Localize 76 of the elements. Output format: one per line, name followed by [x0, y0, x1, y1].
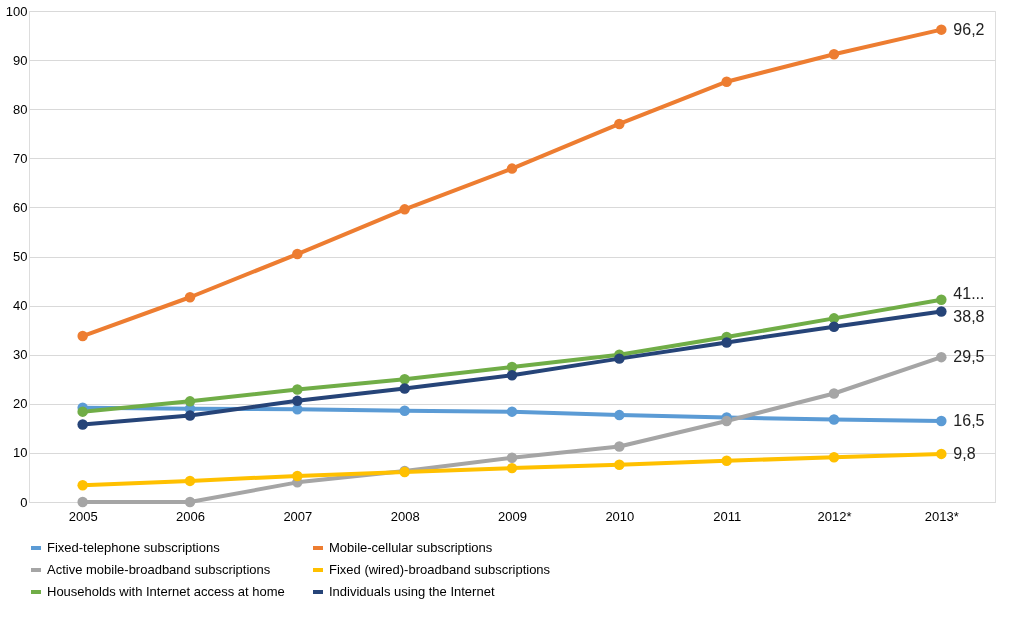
- data-label: 9,8: [953, 444, 976, 462]
- point: [77, 419, 88, 430]
- point: [77, 496, 88, 508]
- point: [184, 396, 196, 407]
- point: [721, 76, 732, 87]
- x-tick-label: 2006: [176, 508, 205, 524]
- point: [506, 452, 518, 464]
- point: [936, 415, 947, 427]
- y-tick-label: 0: [20, 494, 28, 510]
- point: [77, 406, 88, 417]
- point: [936, 306, 947, 317]
- point: [614, 459, 625, 470]
- x-tick-label: 2005: [68, 508, 98, 524]
- point: [936, 448, 947, 460]
- point: [828, 452, 840, 463]
- y-tick-label: 10: [13, 445, 28, 461]
- point: [828, 321, 840, 332]
- y-tick-label: 80: [13, 101, 28, 117]
- point: [399, 383, 410, 394]
- point: [292, 384, 303, 395]
- y-tick-label: 70: [13, 150, 28, 166]
- point: [721, 337, 732, 348]
- point: [506, 361, 518, 373]
- point: [292, 248, 303, 260]
- point: [399, 374, 410, 385]
- y-tick-label: 20: [13, 396, 28, 412]
- point: [721, 455, 732, 466]
- legend-label: Fixed-telephone subscriptions: [47, 540, 221, 555]
- legend-label: Mobile-cellular subscriptions: [329, 540, 493, 555]
- x-tick-label: 2012*: [817, 508, 852, 524]
- data-label: 29,5: [953, 348, 985, 366]
- point: [828, 48, 840, 60]
- legend-label: Active mobile-broadband subscriptions: [47, 562, 271, 577]
- y-tick-label: 30: [13, 347, 28, 363]
- y-tick-label: 100: [5, 3, 28, 19]
- point: [936, 294, 947, 305]
- y-tick-label: 50: [13, 249, 28, 264]
- point: [614, 409, 625, 421]
- data-label: 38,8: [953, 308, 985, 326]
- x-tick-label: 2011: [713, 508, 742, 524]
- x-tick-label: 2009: [498, 508, 527, 524]
- point: [506, 163, 518, 174]
- point: [506, 406, 518, 417]
- point: [184, 410, 196, 421]
- point: [828, 388, 840, 399]
- point: [936, 351, 947, 363]
- legend-label: Individuals using the Internet: [329, 584, 495, 599]
- point: [77, 480, 88, 491]
- point: [506, 370, 518, 381]
- point: [77, 330, 88, 342]
- data-label: 96,2: [953, 20, 985, 38]
- data-label: 16,5: [953, 411, 985, 429]
- legend-label: Fixed (wired)-broadband subscriptions: [329, 562, 551, 577]
- y-tick-label: 40: [13, 298, 28, 314]
- point: [184, 496, 196, 508]
- legend-label: Households with Internet access at home: [47, 584, 285, 599]
- point: [506, 462, 518, 474]
- point: [721, 415, 732, 427]
- point: [614, 441, 625, 452]
- point: [399, 405, 410, 416]
- y-tick-label: 60: [13, 199, 28, 215]
- point: [184, 292, 196, 303]
- point: [936, 24, 947, 35]
- point: [614, 353, 625, 364]
- point: [828, 414, 840, 425]
- x-tick-label: 2007: [283, 508, 313, 524]
- point: [292, 470, 303, 482]
- point: [399, 204, 410, 215]
- x-tick-label: 2013*: [924, 508, 959, 524]
- data-label: 41...: [953, 284, 985, 302]
- x-tick-label: 2010: [605, 508, 635, 524]
- point: [614, 118, 625, 130]
- x-tick-label: 2008: [390, 508, 420, 524]
- point: [292, 395, 303, 407]
- y-tick-label: 90: [13, 52, 28, 68]
- point: [184, 475, 196, 487]
